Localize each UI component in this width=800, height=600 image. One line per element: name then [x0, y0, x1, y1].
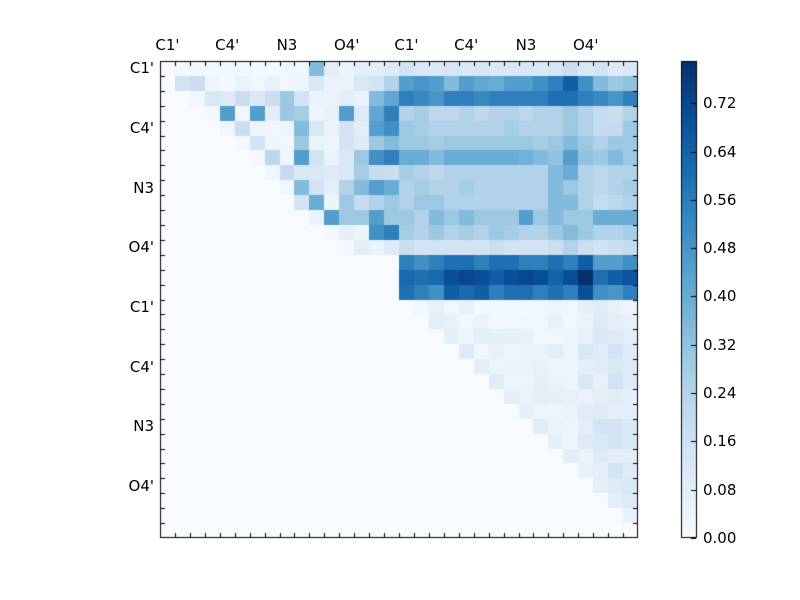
x-tick-label: C4': [454, 36, 479, 54]
x-tick-label: N3: [276, 36, 298, 54]
colorbar-tick-label: 0.48: [703, 239, 737, 258]
colorbar-tick-label: 0.72: [703, 94, 737, 113]
colorbar-tick-label: 0.00: [703, 529, 737, 547]
x-tick-label: C1': [394, 36, 419, 54]
x-tick-label: C1': [155, 36, 180, 54]
y-tick-label: C1': [129, 297, 154, 316]
x-tick-label: O4': [333, 36, 360, 54]
y-tick-label: O4': [128, 238, 154, 257]
x-tick-label: C4': [215, 36, 240, 54]
y-tick-label: N3: [133, 178, 154, 197]
y-tick-label: N3: [133, 417, 154, 436]
colorbar-tick-label: 0.32: [703, 335, 737, 354]
colorbar-tick-label: 0.08: [703, 480, 737, 499]
x-tick-label: N3: [515, 36, 537, 54]
y-tick-label: C1': [129, 59, 154, 78]
colorbar-tick-label: 0.24: [703, 384, 737, 403]
x-tick-label: O4': [572, 36, 599, 54]
colorbar-tick-label: 0.56: [703, 190, 737, 209]
colorbar-tick-label: 0.40: [703, 287, 737, 306]
colorbar-tick-label: 0.64: [703, 142, 737, 161]
y-tick-label: O4': [128, 476, 154, 495]
colorbar-tick-label: 0.16: [703, 432, 737, 451]
y-tick-label: C4': [129, 357, 154, 376]
y-tick-label: C4': [129, 119, 154, 138]
